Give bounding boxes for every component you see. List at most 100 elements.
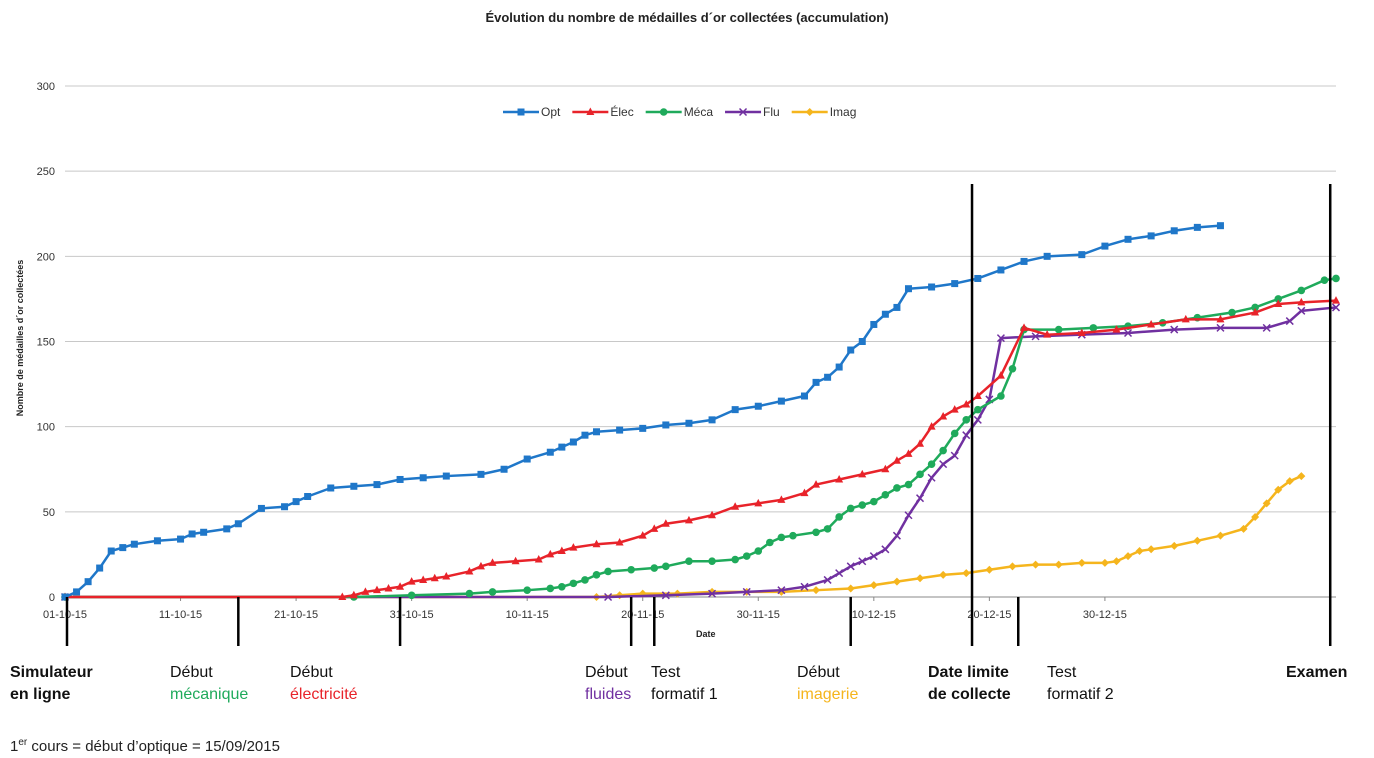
annotation-line2: mécanique <box>170 684 248 706</box>
data-point <box>85 578 92 585</box>
data-point <box>131 541 138 548</box>
data-point <box>905 285 912 292</box>
data-point <box>1055 326 1063 334</box>
x-tick-label: 20-11-15 <box>621 609 664 621</box>
legend-label: Élec <box>610 104 633 119</box>
data-point <box>616 427 623 434</box>
data-point <box>1298 287 1306 295</box>
data-point <box>581 432 588 439</box>
data-point <box>1044 253 1051 260</box>
series-line <box>65 307 1336 597</box>
data-point <box>813 379 820 386</box>
data-point <box>1171 227 1178 234</box>
data-point <box>558 444 565 451</box>
y-tick-label: 0 <box>49 592 55 604</box>
data-point <box>518 109 525 116</box>
data-point <box>1217 222 1224 229</box>
data-point <box>1009 365 1017 373</box>
data-point <box>731 556 739 564</box>
data-point <box>709 416 716 423</box>
data-point <box>660 108 668 116</box>
data-point <box>836 364 843 371</box>
series-line <box>65 226 1220 597</box>
series-opt <box>62 222 1224 600</box>
y-tick-label: 50 <box>43 507 55 519</box>
event-annotation: Début électricité <box>290 662 358 706</box>
data-point <box>639 425 646 432</box>
x-tick-label: 10-12-15 <box>852 609 896 621</box>
annotation-line2: en ligne <box>10 684 93 706</box>
series-flu <box>62 304 1340 601</box>
data-point <box>928 460 936 468</box>
x-tick-label: 20-12-15 <box>967 609 1011 621</box>
data-point <box>593 571 601 579</box>
data-point <box>477 471 484 478</box>
data-point <box>108 548 115 555</box>
y-tick-label: 250 <box>37 166 55 178</box>
data-point <box>997 266 1004 273</box>
data-point <box>1332 275 1340 283</box>
event-annotation: Examen <box>1286 662 1347 684</box>
data-point <box>558 583 566 591</box>
data-point <box>847 505 855 513</box>
annotation-line1: Début <box>290 662 358 684</box>
event-annotation: Début imagerie <box>797 662 858 706</box>
annotation-line1: Début <box>797 662 858 684</box>
y-axis-label: Nombre de médailles d´or collectées <box>15 260 25 417</box>
data-point <box>570 438 577 445</box>
annotation-line1: Début <box>585 662 631 684</box>
data-point <box>604 568 612 576</box>
data-point <box>962 569 970 577</box>
data-point <box>939 571 947 579</box>
data-point <box>1112 557 1120 565</box>
data-point <box>523 586 531 594</box>
data-point <box>546 585 554 593</box>
legend-label: Imag <box>830 105 857 119</box>
legend-item: Méca <box>646 105 714 119</box>
data-point <box>96 565 103 572</box>
data-point <box>951 430 959 438</box>
event-lines <box>67 184 1330 646</box>
annotation-line2: électricité <box>290 684 358 706</box>
legend: Opt Élec Méca Flu Imag <box>503 104 856 119</box>
annotation-line2: fluides <box>585 684 631 706</box>
x-tick-label: 30-11-15 <box>737 609 780 621</box>
data-point <box>685 420 692 427</box>
y-tick-label: 300 <box>37 81 55 93</box>
data-point <box>1032 561 1040 569</box>
data-point <box>882 311 889 318</box>
data-point <box>708 557 716 565</box>
x-tick-label: 31-10-15 <box>390 609 434 621</box>
data-point <box>847 584 855 592</box>
data-point <box>859 338 866 345</box>
data-point <box>893 578 901 586</box>
data-point <box>732 406 739 413</box>
data-point <box>1228 309 1236 317</box>
data-point <box>1078 559 1086 567</box>
event-annotation: Simulateur en ligne <box>10 662 93 706</box>
annotation-line2: de collecte <box>928 684 1011 706</box>
data-point <box>1101 559 1109 567</box>
data-point <box>200 529 207 536</box>
annotation-line2: imagerie <box>797 684 858 706</box>
data-point <box>806 108 814 116</box>
data-point <box>766 539 774 547</box>
legend-item: Opt <box>503 105 561 119</box>
data-point <box>397 476 404 483</box>
data-point <box>939 447 947 455</box>
data-point <box>119 544 126 551</box>
data-point <box>223 525 230 532</box>
data-point <box>1297 472 1305 480</box>
data-point <box>350 483 357 490</box>
data-point <box>408 591 416 599</box>
annotation-line1: Simulateur <box>10 662 93 684</box>
data-point <box>650 564 658 572</box>
data-point <box>743 552 751 560</box>
data-point <box>870 321 877 328</box>
data-point <box>570 580 578 588</box>
annotation-line1: Test <box>651 662 718 684</box>
data-point <box>882 491 890 499</box>
data-point <box>466 590 474 598</box>
x-tick-label: 10-11-15 <box>506 609 549 621</box>
